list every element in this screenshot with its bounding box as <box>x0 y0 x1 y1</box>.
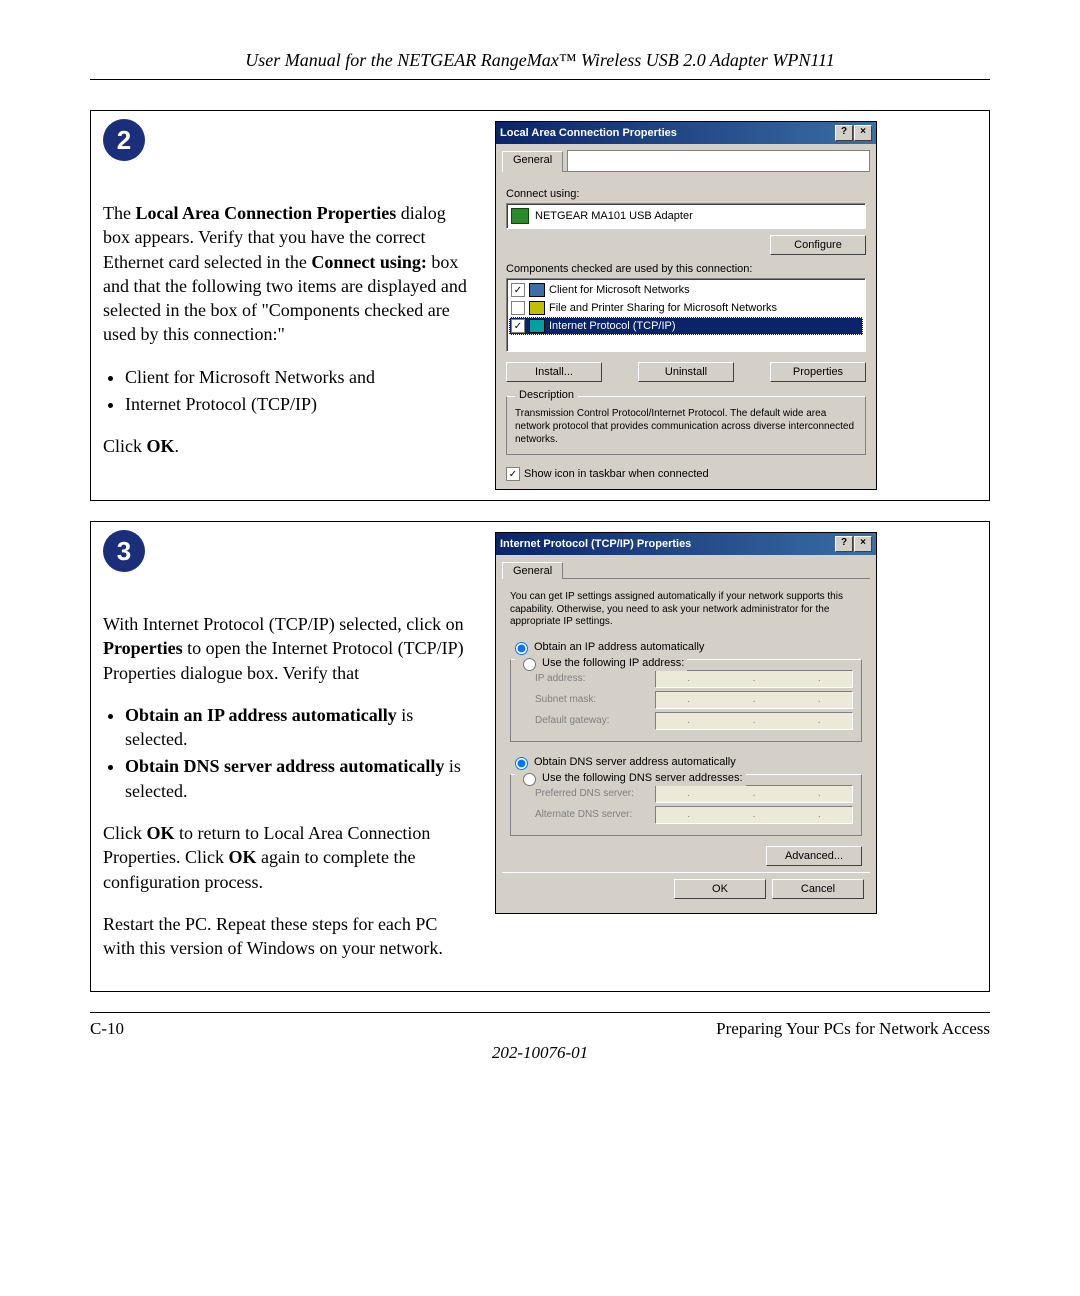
tcpip-properties-dialog: Internet Protocol (TCP/IP) Properties ? … <box>495 532 877 914</box>
list-item: File and Printer Sharing for Microsoft N… <box>549 302 777 314</box>
pref-dns-label: Preferred DNS server: <box>535 788 655 799</box>
radio-label: Obtain an IP address automatically <box>534 641 704 653</box>
checkbox-icon[interactable] <box>511 301 525 315</box>
description-text: Transmission Control Protocol/Internet P… <box>515 407 857 446</box>
close-icon[interactable]: × <box>854 536 872 552</box>
show-icon-label: Show icon in taskbar when connected <box>524 468 709 480</box>
bullet: Obtain an IP address automatically is se… <box>125 703 473 752</box>
subnet-field: ... <box>655 691 853 709</box>
cancel-button[interactable]: Cancel <box>772 879 864 899</box>
info-text: You can get IP settings assigned automat… <box>510 591 862 629</box>
text: Obtain an IP address automatically <box>125 705 397 725</box>
text: Local Area Connection Properties <box>135 203 396 223</box>
description-group: Transmission Control Protocol/Internet P… <box>506 396 866 455</box>
install-button[interactable]: Install... <box>506 362 602 382</box>
bullet: Internet Protocol (TCP/IP) <box>125 392 473 416</box>
text: . <box>175 436 180 456</box>
gateway-label: Default gateway: <box>535 715 655 726</box>
help-icon[interactable]: ? <box>835 536 853 552</box>
text: Restart the PC. Repeat these steps for e… <box>103 912 473 961</box>
obtain-dns-radio[interactable] <box>515 757 528 770</box>
step-2-box: 2 The Local Area Connection Properties d… <box>90 110 990 501</box>
checkbox-icon[interactable]: ✓ <box>511 283 525 297</box>
text: Properties <box>103 638 183 658</box>
checkbox-icon[interactable]: ✓ <box>506 467 520 481</box>
use-dns-group: Use the following DNS server addresses: … <box>510 774 862 836</box>
step-3-box: 3 With Internet Protocol (TCP/IP) select… <box>90 521 990 992</box>
general-tab[interactable]: General <box>502 562 563 579</box>
use-ip-group: Use the following IP address: IP address… <box>510 659 862 742</box>
obtain-ip-radio[interactable] <box>515 642 528 655</box>
text: OK <box>228 847 256 867</box>
text: OK <box>147 823 175 843</box>
uninstall-button[interactable]: Uninstall <box>638 362 734 382</box>
adapter-field[interactable]: NETGEAR MA101 USB Adapter <box>506 203 866 229</box>
header-title: User Manual for the NETGEAR RangeMax™ Wi… <box>90 50 990 80</box>
ok-button[interactable]: OK <box>674 879 766 899</box>
list-item: Client for Microsoft Networks <box>549 284 690 296</box>
page-number: C-10 <box>90 1019 124 1039</box>
printer-icon <box>529 301 545 315</box>
subnet-label: Subnet mask: <box>535 694 655 705</box>
text: With Internet Protocol (TCP/IP) selected… <box>103 614 464 634</box>
bullet: Obtain DNS server address automatically … <box>125 754 473 803</box>
step-3-text: With Internet Protocol (TCP/IP) selected… <box>91 522 485 991</box>
dialog-title: Internet Protocol (TCP/IP) Properties <box>500 538 835 550</box>
doc-number: 202-10076-01 <box>90 1043 990 1063</box>
ip-address-label: IP address: <box>535 673 655 684</box>
components-list[interactable]: ✓ Client for Microsoft Networks File and… <box>506 278 866 352</box>
advanced-button[interactable]: Advanced... <box>766 846 862 866</box>
close-icon[interactable]: × <box>854 125 872 141</box>
radio-label: Use the following DNS server addresses: <box>542 772 743 784</box>
components-label: Components checked are used by this conn… <box>506 263 866 275</box>
help-icon[interactable]: ? <box>835 125 853 141</box>
bullet: Client for Microsoft Networks and <box>125 365 473 389</box>
section-title: Preparing Your PCs for Network Access <box>716 1019 990 1039</box>
checkbox-icon[interactable]: ✓ <box>511 319 525 333</box>
use-dns-radio[interactable] <box>523 773 536 786</box>
properties-button[interactable]: Properties <box>770 362 866 382</box>
list-item: Internet Protocol (TCP/IP) <box>549 320 676 332</box>
client-icon <box>529 283 545 297</box>
use-ip-radio[interactable] <box>523 658 536 671</box>
step-2-text: The Local Area Connection Properties dia… <box>91 111 485 500</box>
radio-label: Obtain DNS server address automatically <box>534 756 736 768</box>
adapter-name: NETGEAR MA101 USB Adapter <box>535 210 693 222</box>
protocol-icon <box>529 319 545 333</box>
radio-label: Use the following IP address: <box>542 657 684 669</box>
adapter-icon <box>511 208 529 224</box>
pref-dns-field: ... <box>655 785 853 803</box>
text: Obtain DNS server address automatically <box>125 756 444 776</box>
text: Click <box>103 436 147 456</box>
general-tab[interactable]: General <box>502 151 563 172</box>
configure-button[interactable]: Configure <box>770 235 866 255</box>
dialog-title: Local Area Connection Properties <box>500 127 835 139</box>
step-3-badge: 3 <box>103 530 145 572</box>
page-footer: C-10 Preparing Your PCs for Network Acce… <box>90 1012 990 1039</box>
step-2-badge: 2 <box>103 119 145 161</box>
text: Click <box>103 823 147 843</box>
ip-address-field: ... <box>655 670 853 688</box>
gateway-field: ... <box>655 712 853 730</box>
alt-dns-label: Alternate DNS server: <box>535 809 655 820</box>
text: OK <box>147 436 175 456</box>
alt-dns-field: ... <box>655 806 853 824</box>
connect-using-label: Connect using: <box>506 188 866 200</box>
text: The <box>103 203 135 223</box>
text: Connect using: <box>311 252 427 272</box>
lan-properties-dialog: Local Area Connection Properties ? × Gen… <box>495 121 877 490</box>
